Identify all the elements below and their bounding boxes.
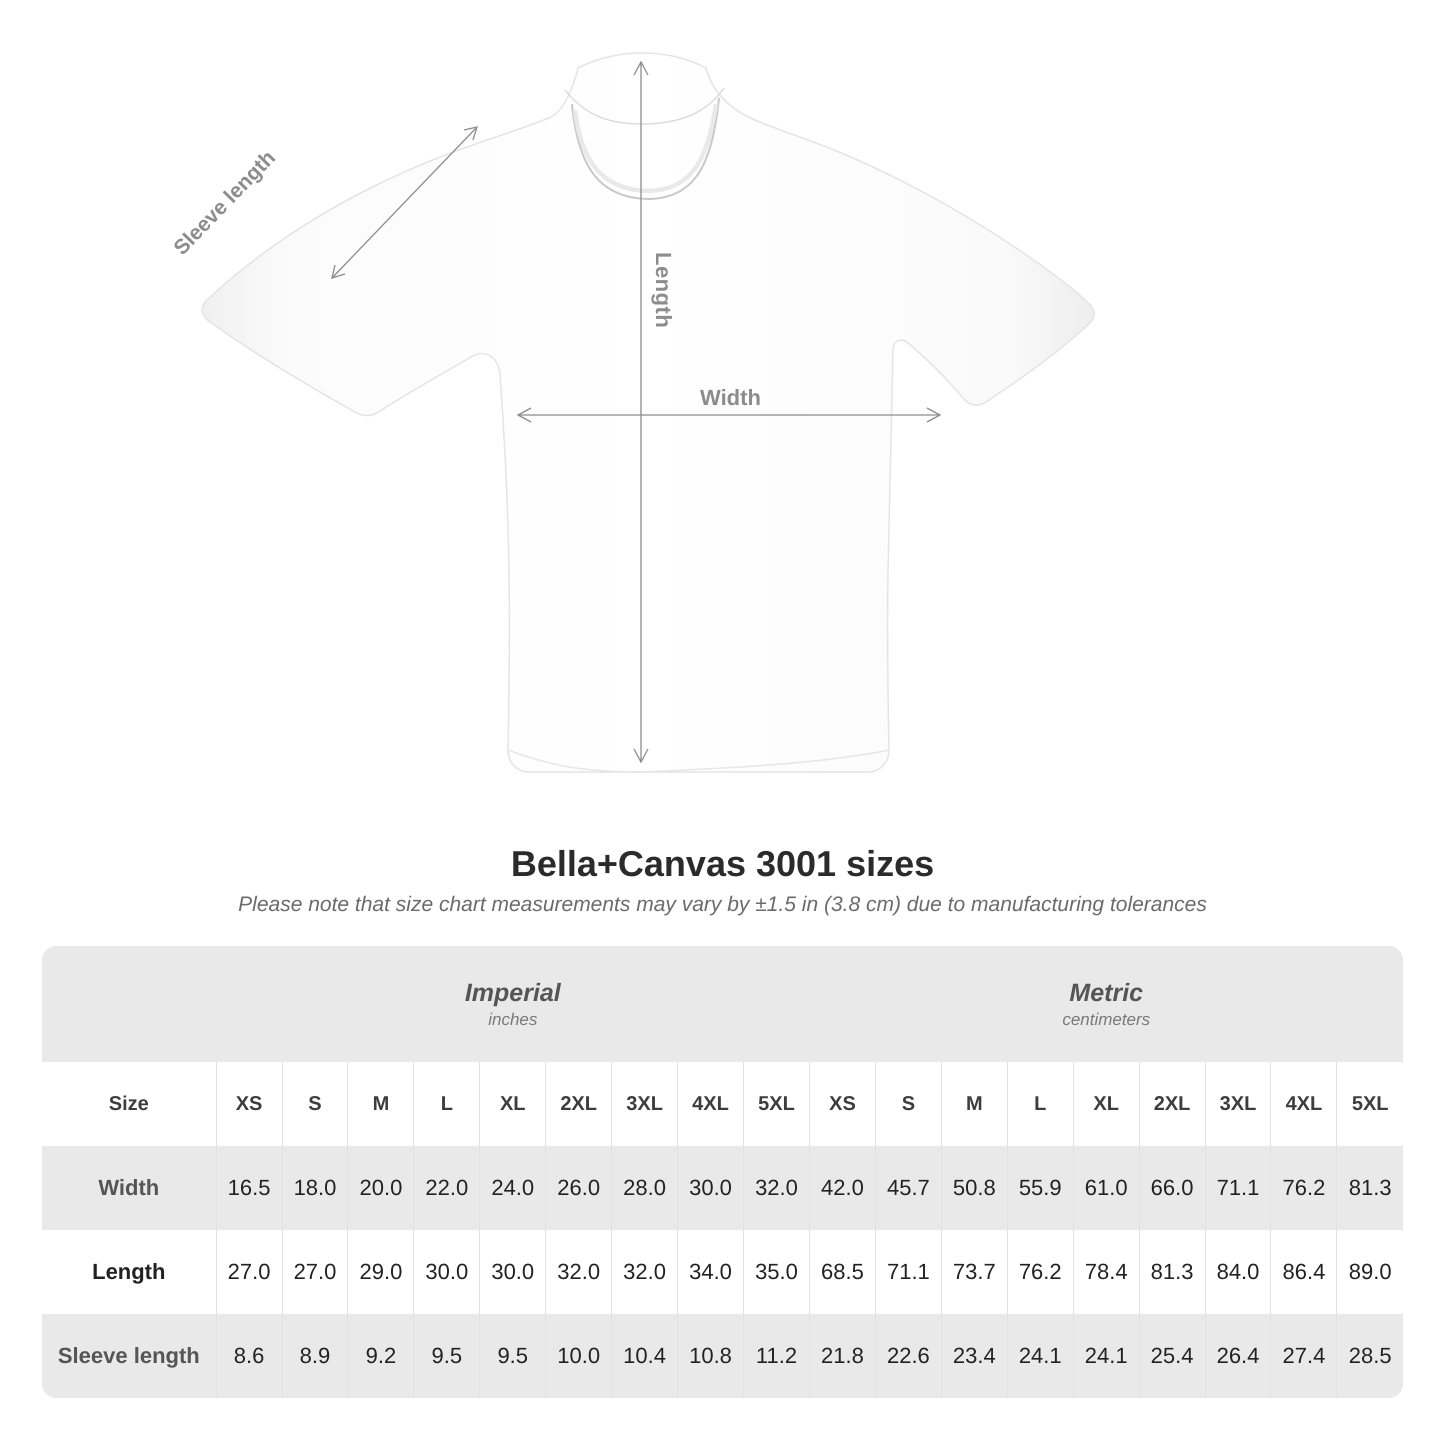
svg-text:Width: Width bbox=[700, 385, 761, 410]
